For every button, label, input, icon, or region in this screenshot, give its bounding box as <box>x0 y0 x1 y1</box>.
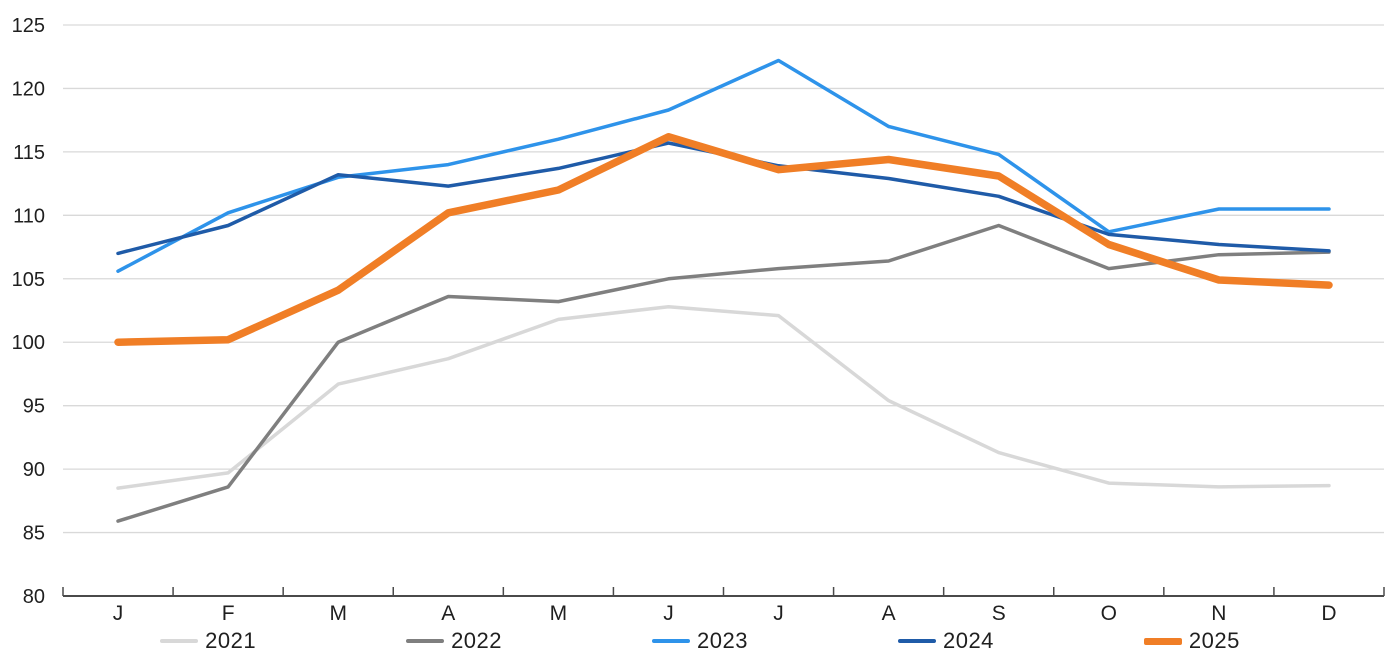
legend-line-swatch-2024 <box>897 639 936 643</box>
x-axis-label: A <box>882 602 896 625</box>
legend-label: 2021 <box>205 628 257 653</box>
legend-line-swatch-2021 <box>160 639 199 643</box>
y-axis-label: 95 <box>23 396 45 418</box>
legend-label: 2025 <box>1188 628 1240 653</box>
legend-line-swatch-2023 <box>652 639 691 643</box>
x-axis-label: M <box>550 602 568 625</box>
y-axis-label: 80 <box>23 586 45 608</box>
legend-label: 2024 <box>942 628 994 653</box>
legend-item-2025[interactable]: 2025 <box>1143 628 1240 653</box>
legend-line-swatch-2022 <box>406 639 445 643</box>
x-axis-label: J <box>113 602 124 625</box>
y-axis-label: 100 <box>12 332 45 354</box>
legend-item-2022[interactable]: 2022 <box>406 630 502 652</box>
legend-label: 2022 <box>451 628 503 653</box>
x-axis-label: S <box>992 602 1006 625</box>
series-line-2022[interactable] <box>116 223 1331 523</box>
x-axis-label: J <box>773 602 784 625</box>
y-axis-label: 105 <box>12 269 45 291</box>
legend-line-swatch-2025 <box>1143 637 1182 645</box>
x-axis-label: N <box>1211 602 1226 625</box>
y-axis-label: 110 <box>13 205 45 227</box>
x-axis-label: D <box>1321 602 1336 625</box>
x-axis-label: M <box>329 602 347 625</box>
y-axis-label: 90 <box>23 459 45 481</box>
x-axis-label: A <box>441 602 455 625</box>
y-axis-label: 85 <box>23 523 45 545</box>
y-axis-label: 120 <box>12 78 45 100</box>
x-axis-label: O <box>1101 602 1117 625</box>
x-axis-label: F <box>222 602 235 625</box>
legend-item-2021[interactable]: 2021 <box>160 630 256 652</box>
series-line-2021[interactable] <box>116 304 1331 490</box>
legend-item-2023[interactable]: 2023 <box>652 630 748 652</box>
y-axis-label: 125 <box>12 15 45 37</box>
legend-item-2024[interactable]: 2024 <box>897 628 994 653</box>
series-line-2025[interactable] <box>114 132 1333 346</box>
y-axis-label: 115 <box>13 142 45 164</box>
x-axis-label: J <box>663 602 674 625</box>
series-line-2024[interactable] <box>116 141 1331 256</box>
legend-label: 2023 <box>697 628 748 653</box>
chart-legend: 2021 2022 2023 2024 2025 <box>0 625 1400 657</box>
